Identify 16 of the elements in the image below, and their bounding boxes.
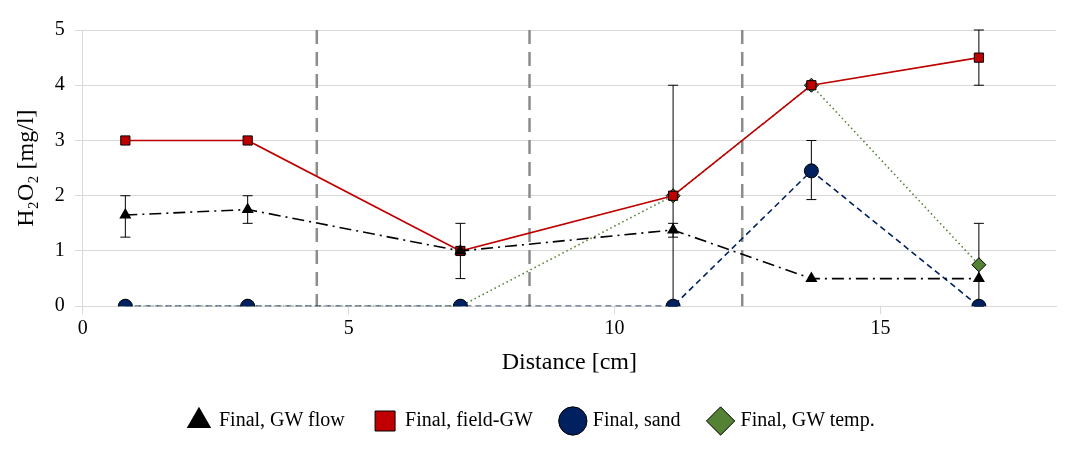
x-tick-label: 10: [604, 316, 625, 339]
y-tick-label: 1: [54, 238, 65, 261]
y-tick-label: 0: [54, 293, 65, 316]
y-tick-label: 4: [54, 72, 65, 95]
x-axis-title: Distance [cm]: [501, 347, 638, 374]
legend-label: Final, GW temp.: [740, 408, 875, 432]
legend-label: Final, GW flow: [218, 408, 346, 431]
legend-label: Final, sand: [592, 408, 681, 431]
legend-label: Final, field-GW: [405, 408, 533, 431]
y-tick-label: 3: [54, 127, 65, 150]
x-tick-label: 0: [77, 316, 88, 339]
x-tick-label: 15: [870, 316, 891, 339]
y-axis-title: H₂O₂ [mg/l]: [11, 109, 38, 227]
y-tick-label: 2: [54, 182, 65, 205]
y-tick-label: 5: [54, 17, 65, 40]
x-tick-label: 5: [343, 316, 354, 339]
